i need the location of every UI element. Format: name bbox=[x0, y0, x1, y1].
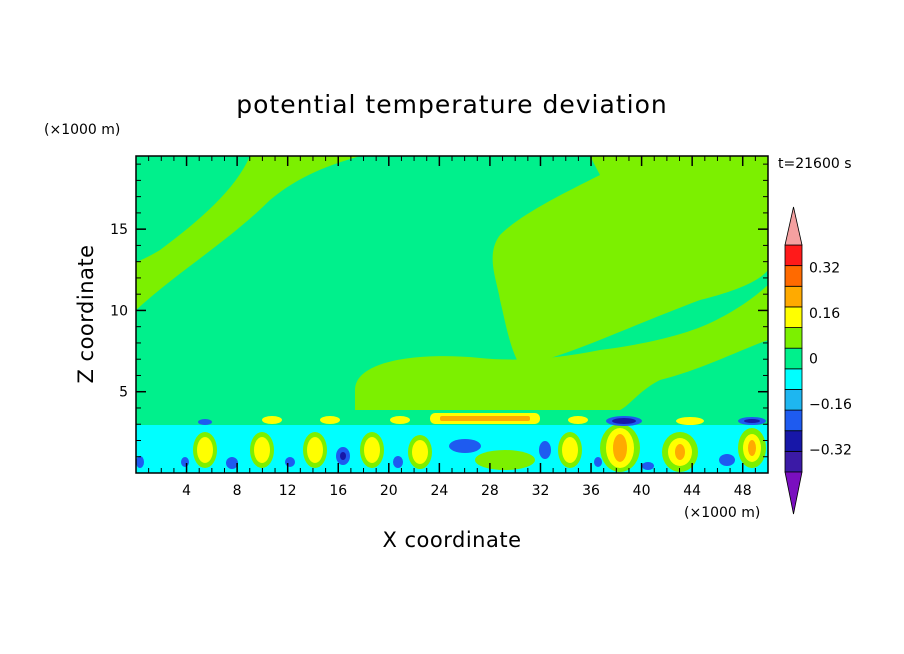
contour-field bbox=[136, 156, 768, 473]
wave-cell bbox=[642, 462, 654, 470]
x-tick-label: 44 bbox=[683, 483, 701, 499]
wave-cell bbox=[181, 457, 189, 467]
wave-cell bbox=[676, 417, 704, 425]
y-unit-label: (×1000 m) bbox=[44, 122, 120, 138]
colorbar-label: 0 bbox=[809, 352, 818, 368]
wave-cell bbox=[744, 419, 760, 423]
colorbar-swatch bbox=[784, 306, 803, 328]
x-tick-label: 40 bbox=[633, 483, 651, 499]
colorbar-swatch bbox=[784, 244, 803, 267]
wave-cell bbox=[449, 439, 481, 453]
wave-cell bbox=[307, 437, 323, 463]
colorbar-swatch bbox=[784, 327, 803, 349]
x-tick-label: 36 bbox=[582, 483, 600, 499]
wave-cell bbox=[613, 434, 627, 462]
wave-cell bbox=[539, 441, 551, 459]
wave-cell bbox=[136, 456, 144, 468]
x-tick-label: 12 bbox=[279, 483, 297, 499]
colorbar-extend-bottom bbox=[784, 471, 803, 515]
field-wave-cells bbox=[136, 416, 766, 472]
x-tick-label: 24 bbox=[430, 483, 448, 499]
field-region-upper-left bbox=[136, 156, 250, 262]
x-tick-label: 32 bbox=[532, 483, 550, 499]
x-tick-label: 28 bbox=[481, 483, 499, 499]
x-tick-label: 4 bbox=[182, 483, 191, 499]
colorbar-label: 0.16 bbox=[809, 306, 840, 322]
y-axis-title: Z coordinate bbox=[74, 244, 98, 383]
colorbar-swatch bbox=[784, 409, 803, 432]
wave-cell bbox=[568, 416, 588, 424]
colorbar-swatch bbox=[784, 265, 803, 287]
wave-cell bbox=[198, 419, 212, 425]
colorbar-swatch bbox=[784, 430, 803, 452]
colorbar-swatch bbox=[784, 368, 803, 390]
x-tick-label: 48 bbox=[734, 483, 752, 499]
colorbar-extend-top bbox=[784, 206, 803, 246]
colorbar-label: 0.32 bbox=[809, 261, 840, 277]
wave-cell bbox=[285, 457, 295, 467]
wave-cell bbox=[675, 444, 685, 460]
wave-cell bbox=[393, 456, 403, 468]
y-tick-label: 5 bbox=[119, 385, 128, 401]
wave-cell bbox=[254, 437, 270, 463]
x-axis-title: X coordinate bbox=[382, 528, 521, 552]
wave-cell bbox=[748, 440, 756, 456]
x-unit-label: (×1000 m) bbox=[684, 505, 760, 521]
colorbar-label: −0.16 bbox=[809, 397, 852, 413]
wave-cell bbox=[262, 416, 282, 424]
y-tick-label: 15 bbox=[110, 222, 128, 238]
time-label: t=21600 s bbox=[778, 156, 852, 172]
wave-cell bbox=[364, 437, 380, 463]
colorbar: 0.32 0.16 0 −0.16 −0.32 bbox=[784, 206, 852, 515]
x-tick-label: 20 bbox=[380, 483, 398, 499]
colorbar-swatch bbox=[784, 347, 803, 370]
field-region-mid-light bbox=[355, 285, 768, 410]
wave-cell bbox=[475, 450, 535, 470]
y-tick-label: 10 bbox=[110, 303, 128, 319]
colorbar-swatch bbox=[784, 285, 803, 308]
wave-cell bbox=[594, 457, 602, 467]
wave-cell bbox=[197, 437, 213, 463]
x-tick-label: 8 bbox=[233, 483, 242, 499]
wave-cell bbox=[412, 440, 428, 464]
field-wave-orange-strip bbox=[440, 416, 530, 421]
wave-cell bbox=[320, 416, 340, 424]
colorbar-swatch bbox=[784, 450, 803, 473]
colorbar-label: −0.32 bbox=[809, 442, 852, 458]
colorbar-swatch bbox=[784, 389, 803, 411]
wave-cell bbox=[612, 418, 636, 424]
x-tick-label: 16 bbox=[329, 483, 347, 499]
chart-title: potential temperature deviation bbox=[236, 90, 667, 119]
wave-cell bbox=[562, 437, 578, 463]
wave-cell bbox=[226, 457, 238, 469]
wave-cell bbox=[719, 454, 735, 466]
wave-cell bbox=[340, 452, 346, 460]
wave-cell bbox=[390, 416, 410, 424]
